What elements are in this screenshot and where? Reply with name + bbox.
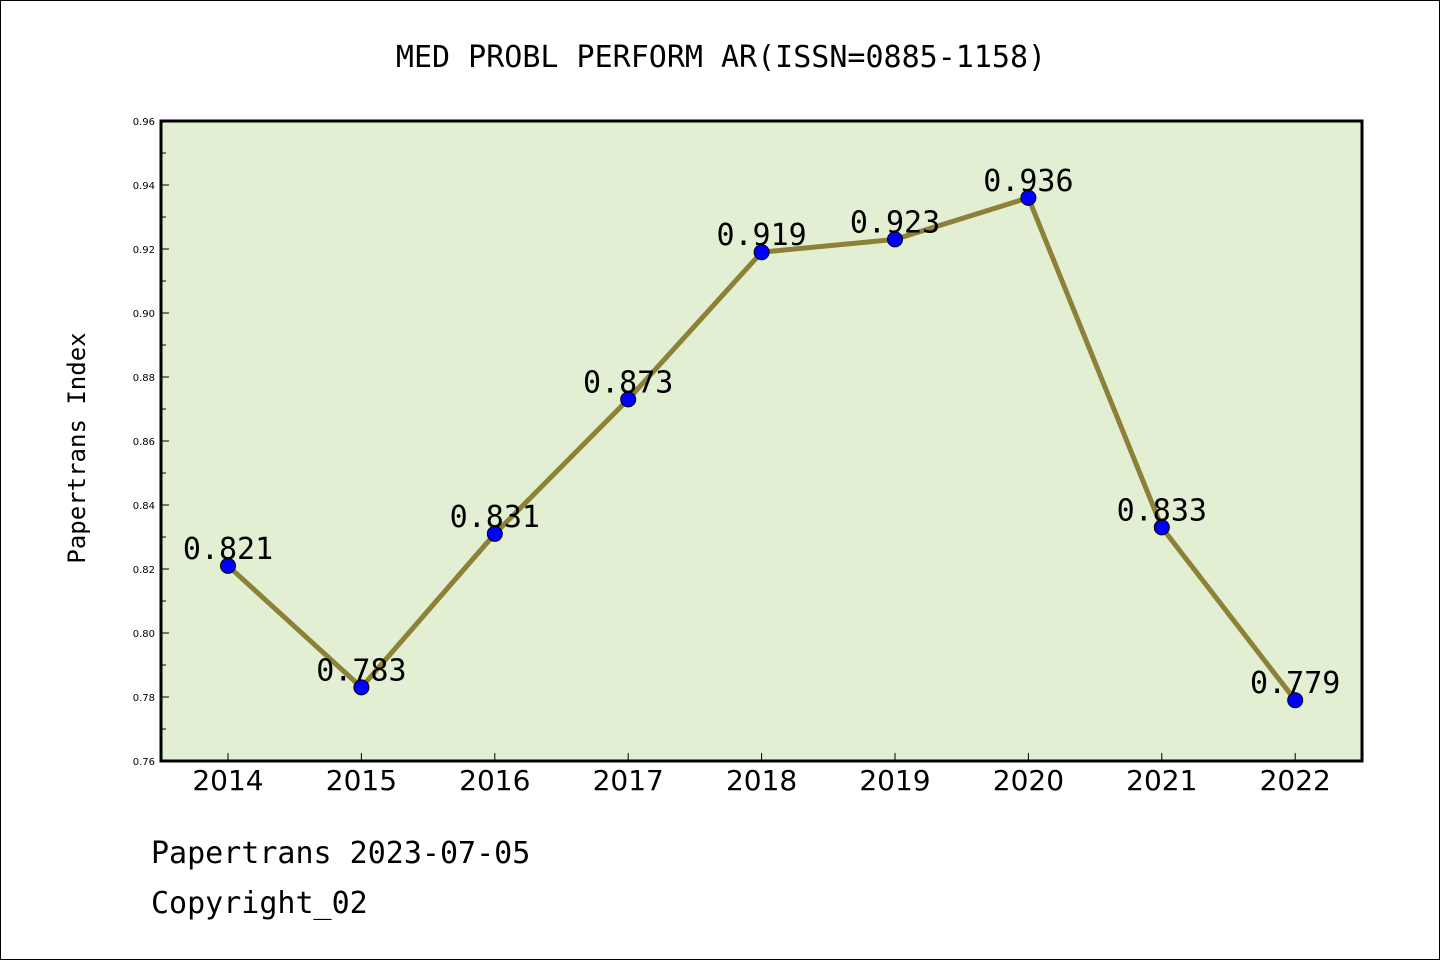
data-label: 0.873 <box>583 365 673 400</box>
x-tick-label: 2015 <box>326 764 397 797</box>
y-tick-label: 0.82 <box>133 565 155 576</box>
data-label: 0.779 <box>1250 666 1340 701</box>
data-point-marker <box>1020 189 1037 206</box>
data-label: 0.833 <box>1117 493 1207 528</box>
data-point-marker <box>887 231 903 248</box>
x-tick-label: 2017 <box>593 764 664 797</box>
data-label: 0.936 <box>983 164 1073 199</box>
x-tick-label: 2020 <box>993 764 1064 797</box>
y-tick-label: 0.76 <box>133 757 155 768</box>
footer-source: Papertrans 2023-07-05 <box>151 836 531 871</box>
data-label: 0.831 <box>450 500 540 535</box>
y-axis-label: Papertrans Index <box>63 332 91 563</box>
footer-copyright: Copyright_02 <box>151 886 368 921</box>
data-point-marker <box>620 391 637 408</box>
x-tick-label: 2014 <box>192 764 263 797</box>
x-tick-label: 2021 <box>1126 764 1197 797</box>
data-label: 0.919 <box>716 218 806 253</box>
data-markers <box>220 189 1304 709</box>
chart-title: MED PROBL PERFORM AR(ISSN=0885-1158) <box>396 40 1046 75</box>
data-point-marker <box>753 244 770 261</box>
y-tick-label: 0.92 <box>133 245 155 256</box>
x-tick-label: 2022 <box>1260 764 1331 797</box>
y-tick-label: 0.96 <box>133 117 155 128</box>
x-tick-label: 2018 <box>726 764 797 797</box>
y-tick-label: 0.94 <box>133 181 155 192</box>
y-tick-label: 0.78 <box>133 693 155 704</box>
data-point-marker <box>353 679 370 696</box>
x-tick-label: 2019 <box>859 764 930 797</box>
data-label: 0.821 <box>183 532 273 567</box>
y-tick-label: 0.88 <box>133 373 155 384</box>
data-point-marker <box>486 525 503 542</box>
y-tick-label: 0.86 <box>133 437 155 448</box>
data-point-marker <box>220 557 236 574</box>
data-point-marker <box>1153 519 1170 536</box>
data-point-marker <box>1287 692 1304 709</box>
y-axis-ticks: 0.76 0.78 0.80 0.82 0.84 0.86 0.88 0.90 0.92 0.94… <box>133 117 169 768</box>
y-tick-label: 0.80 <box>133 629 155 640</box>
data-labels: 0.821 0.783 0.831 0.873 0.919 0.923 0.936 0.833… <box>183 164 1341 701</box>
x-tick-label: 2016 <box>459 764 530 797</box>
x-axis-ticks: 2014 2015 2016 2017 2018 2019 2020 2021 2022 <box>192 753 1331 797</box>
y-tick-label: 0.90 <box>133 309 155 320</box>
data-label: 0.923 <box>850 205 940 240</box>
data-label: 0.783 <box>316 653 406 688</box>
plot-area <box>159 119 1364 763</box>
y-tick-label: 0.84 <box>133 501 155 512</box>
